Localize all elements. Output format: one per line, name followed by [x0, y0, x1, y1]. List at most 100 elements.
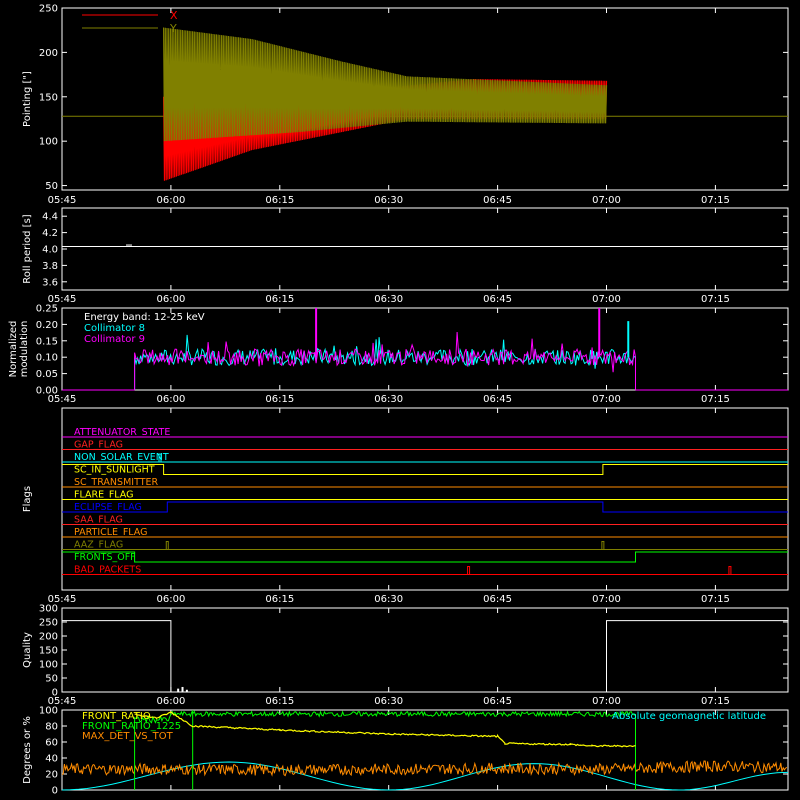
quality-ytick-label: 200	[39, 632, 58, 643]
modulation-ytick-label: 0.10	[36, 353, 58, 364]
quality-ytick-label: 50	[45, 674, 58, 685]
flag-label: FLARE_FLAG	[74, 490, 134, 501]
time-tick-label: 07:00	[592, 195, 621, 206]
time-tick-label: 06:00	[156, 195, 185, 206]
time-tick-label: 07:15	[701, 696, 730, 707]
time-tick-label: 06:15	[265, 294, 294, 305]
flag-label: PARTICLE_FLAG	[74, 527, 147, 538]
time-tick-label: 05:45	[48, 195, 77, 206]
flag-label: FRONTS_OFF	[74, 552, 136, 563]
latitude-annotation: Absolute geomagnetic latitude	[612, 711, 766, 722]
flag-label: ATTENUATOR_STATE	[74, 427, 170, 438]
latitude-series-front-ratio	[134, 710, 636, 748]
modulation-ytick-label: 0.00	[36, 386, 58, 397]
latitude-legend-label: FRONT_RATIO	[82, 711, 151, 722]
time-tick-label: 06:45	[483, 696, 512, 707]
roll-ytick-label: 4.0	[42, 245, 58, 256]
pointing-ytick-label: 150	[39, 92, 58, 103]
latitude-legend-label: FRONT_RATIO_1225	[82, 721, 181, 732]
latitude-ytick-label: 80	[45, 722, 58, 733]
time-tick-label: 06:00	[156, 294, 185, 305]
time-tick-label: 07:00	[592, 394, 621, 405]
latitude-ytick-label: 40	[45, 754, 58, 765]
latitude-series-geomagnetic	[61, 761, 789, 791]
time-tick-label: 06:30	[374, 696, 403, 707]
modulation-legend-label: Collimator 9	[84, 334, 145, 345]
flag-pulse	[165, 541, 169, 550]
latitude-ytick-label: 60	[45, 738, 58, 749]
quality-ytick-label: 150	[39, 646, 58, 657]
roll-ylabel: Roll period [s]	[22, 214, 33, 283]
flag-label: SAA_FLAG	[74, 515, 123, 526]
pointing-legend-label: Y	[169, 22, 177, 35]
roll-ytick-label: 3.8	[42, 261, 58, 272]
flag-pulse	[601, 541, 605, 550]
time-tick-label: 06:45	[483, 294, 512, 305]
time-tick-label: 05:45	[48, 696, 77, 707]
time-tick-label: 06:00	[156, 696, 185, 707]
time-tick-label: 07:00	[592, 696, 621, 707]
modulation-ytick-label: 0.20	[36, 320, 58, 331]
pointing-ytick-label: 250	[39, 4, 58, 15]
pointing-ytick-label: 50	[45, 181, 58, 192]
quality-ytick-label: 0	[52, 688, 58, 699]
time-tick-label: 07:15	[701, 394, 730, 405]
latitude-ytick-label: 0	[52, 786, 58, 797]
latitude-ytick-label: 20	[45, 770, 58, 781]
modulation-ylabel: Normalizedmodulation	[8, 321, 30, 378]
latitude-frame	[61, 709, 789, 791]
time-tick-label: 06:15	[265, 195, 294, 206]
modulation-ytick-label: 0.15	[36, 336, 58, 347]
time-tick-label: 07:15	[701, 195, 730, 206]
flag-pulse	[467, 566, 471, 575]
modulation-ytick-label: 0.05	[36, 369, 58, 380]
flag-pulse	[158, 453, 162, 462]
time-tick-label: 05:45	[48, 594, 77, 605]
pointing-series-y	[163, 27, 608, 142]
modulation-legend-label: Collimator 8	[84, 323, 145, 334]
quality-ytick-label: 100	[39, 660, 58, 671]
quality-ytick-label: 250	[39, 618, 58, 629]
flag-line-eclipse_flag	[62, 501, 788, 513]
time-tick-label: 07:00	[592, 594, 621, 605]
time-tick-label: 06:45	[483, 394, 512, 405]
flag-label: SC_IN_SUNLIGHT	[74, 465, 155, 476]
pointing-ylabel: Pointing ["]	[22, 71, 33, 127]
flag-label: ECLIPSE_FLAG	[74, 502, 142, 513]
time-tick-label: 06:30	[374, 594, 403, 605]
quality-ytick-label: 300	[39, 604, 58, 615]
latitude-ylabel: Degrees or %	[22, 716, 33, 784]
time-tick-label: 06:45	[483, 195, 512, 206]
time-tick-label: 06:15	[265, 394, 294, 405]
time-tick-label: 07:15	[701, 294, 730, 305]
roll-ytick-label: 4.2	[42, 228, 58, 239]
time-tick-label: 05:45	[48, 394, 77, 405]
latitude-ytick-label: 100	[39, 706, 58, 717]
flags-ylabel: Flags	[22, 486, 33, 512]
modulation-frame	[61, 307, 789, 391]
quality-series	[62, 620, 788, 693]
pointing-ytick-label: 100	[39, 137, 58, 148]
time-tick-label: 06:30	[374, 394, 403, 405]
flag-label: GAP_FLAG	[74, 440, 123, 451]
time-tick-label: 06:30	[374, 294, 403, 305]
pointing-frame	[61, 7, 789, 191]
quality-ylabel: Quality	[22, 632, 33, 668]
flag-pulse	[728, 566, 732, 575]
modulation-series-collimator8	[134, 334, 636, 390]
latitude-legend-label: MAX_DET_VS_TOT	[82, 731, 174, 742]
flag-label: SC_TRANSMITTER	[74, 477, 159, 488]
modulation-legend-label: Energy band: 12-25 keV	[84, 312, 205, 323]
time-tick-label: 06:30	[374, 195, 403, 206]
time-tick-label: 06:45	[483, 594, 512, 605]
pointing-legend-label: X	[170, 9, 178, 22]
time-tick-label: 06:00	[156, 594, 185, 605]
time-tick-label: 06:00	[156, 394, 185, 405]
time-tick-label: 05:45	[48, 294, 77, 305]
time-tick-label: 07:15	[701, 594, 730, 605]
latitude-series-front-ratio-1225	[134, 710, 636, 790]
roll-ytick-label: 3.6	[42, 277, 58, 288]
flag-label: BAD_PACKETS	[74, 565, 141, 576]
time-tick-label: 07:00	[592, 294, 621, 305]
